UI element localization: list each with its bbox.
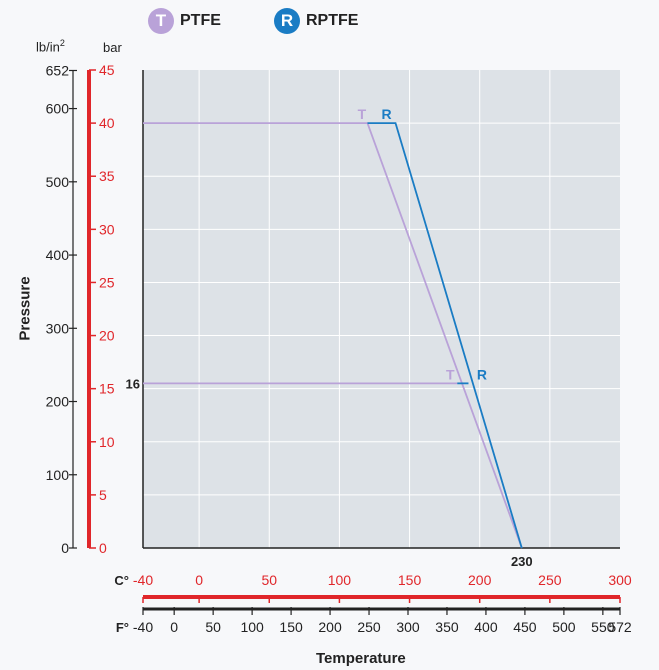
fahrenheit-tick-label: -40 [133,619,153,635]
legend-label-ptfe: PTFE [180,12,221,29]
series-line-rptfe [367,122,523,549]
x-axis-title: Temperature [316,650,406,667]
bar-tick-label: 5 [99,487,107,503]
fahrenheit-tick-label: 500 [552,619,576,635]
legend-badge-ptfe: T [148,8,174,34]
bar-tick-label: 45 [99,62,115,78]
bar-tick-label: 0 [99,540,107,556]
celsius-unit-label: C° [114,573,129,588]
fahrenheit-tick-label: 550 [591,619,615,635]
celsius-tick-label: 0 [195,572,203,588]
psi-tick-label: 300 [46,320,70,336]
celsius-tick-label: 50 [261,572,277,588]
bar-tick-label: 40 [99,115,115,131]
bar-tick-label: 15 [99,381,115,397]
psi-tick-label: 500 [46,174,70,190]
psi-tick-label: 652 [46,62,70,78]
legend-item-ptfe: T PTFE [148,8,221,34]
fahrenheit-tick-label: 150 [279,619,303,635]
celsius-tick-label: -40 [133,572,153,588]
annotation-label: T [358,106,367,122]
fahrenheit-tick-label: 300 [396,619,420,635]
annotation-label: R [382,106,392,122]
fahrenheit-tick-label: 350 [435,619,459,635]
celsius-tick-label: 150 [398,572,422,588]
annotation-label: T [446,366,455,382]
fahrenheit-tick-label: 100 [240,619,264,635]
psi-tick-label: 600 [46,101,70,117]
bar-tick-label: 20 [99,328,115,344]
bar-tick-label: 25 [99,274,115,290]
psi-unit-label: lb/in2 [36,38,65,55]
psi-tick-label: 100 [46,467,70,483]
celsius-tick-label: 200 [468,572,492,588]
annotation-label: 230 [511,554,533,569]
fahrenheit-tick-label: 450 [513,619,537,635]
fahrenheit-tick-label: 250 [357,619,381,635]
bar-tick-label: 35 [99,168,115,184]
fahrenheit-unit-label: F° [116,620,129,635]
annotation-label: 16 [126,376,140,391]
celsius-tick-label: 300 [608,572,632,588]
fahrenheit-tick-label: 200 [318,619,342,635]
psi-tick-label: 200 [46,394,70,410]
celsius-tick-label: 100 [328,572,352,588]
bar-tick-label: 10 [99,434,115,450]
legend-item-rptfe: R RPTFE [274,8,358,34]
bar-unit-label: bar [103,40,122,55]
fahrenheit-tick-label: 0 [170,619,178,635]
legend-label-rptfe: RPTFE [306,12,359,29]
fahrenheit-tick-label: 400 [474,619,498,635]
annotation-label: R [477,366,487,382]
legend-badge-rptfe: R [274,8,300,34]
celsius-tick-label: 250 [538,572,562,588]
bar-tick-label: 30 [99,221,115,237]
fahrenheit-tick-label: 50 [205,619,221,635]
psi-tick-label: 400 [46,247,70,263]
psi-tick-label: 0 [61,540,69,556]
fahrenheit-tick-label: 572 [608,619,632,635]
plot-area [143,70,620,548]
